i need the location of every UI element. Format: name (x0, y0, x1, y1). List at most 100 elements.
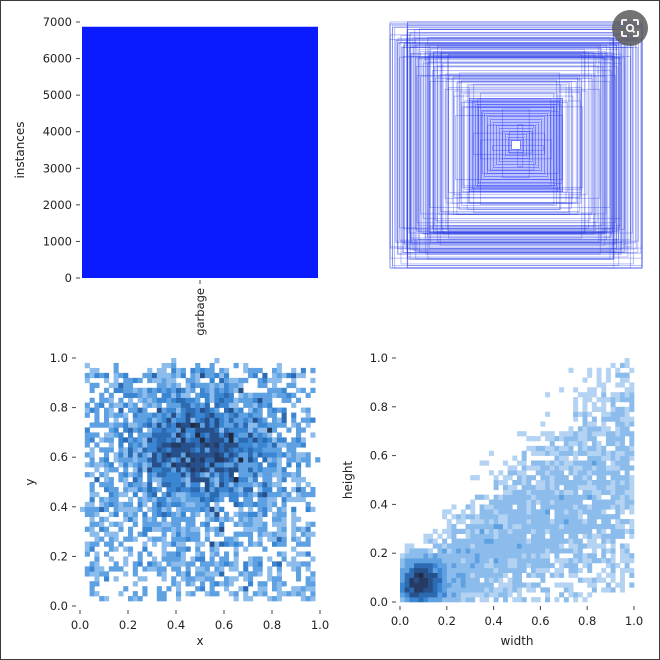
hist-cell (267, 477, 273, 483)
hist-cell (291, 556, 297, 562)
hist-cell (161, 566, 167, 572)
hist-cell (470, 533, 476, 539)
hist-cell (549, 519, 555, 525)
hist-cell (166, 511, 172, 518)
hist-cell (272, 392, 278, 398)
hist-cell (108, 467, 114, 473)
hist-cell (104, 447, 110, 453)
hist-cell (615, 382, 621, 388)
hist-cell (243, 362, 249, 369)
bbox-rect (403, 42, 626, 246)
hist-cell (123, 452, 129, 458)
hist-cell (409, 597, 415, 603)
hist-cell (577, 553, 583, 559)
hist-cell (460, 582, 466, 588)
hist-cell (286, 447, 292, 453)
hist-cell (171, 521, 177, 527)
hist-cell (190, 506, 196, 513)
hist-cell (629, 582, 635, 588)
bbox-rect (407, 32, 614, 260)
hist-cell (204, 571, 210, 577)
hist-cell (629, 509, 635, 515)
hist-cell (108, 511, 114, 518)
hist-cell (113, 506, 119, 513)
hist-cell (137, 427, 143, 433)
hist-cell (286, 472, 292, 478)
hist-cell (624, 362, 630, 369)
hist-cell (176, 372, 182, 379)
hist-cell (228, 432, 234, 438)
hist-cell (629, 475, 635, 481)
hist-cell (272, 437, 278, 443)
hist-cell (573, 460, 579, 466)
hist-cell (233, 591, 239, 597)
hist-cell (300, 531, 306, 537)
hist-cell (176, 412, 182, 418)
hist-cell (624, 519, 630, 525)
bar-garbage (82, 26, 318, 278)
hist-cell (446, 597, 452, 603)
hist-cell (428, 562, 434, 569)
hist-cell (209, 412, 215, 418)
hist-cell (629, 436, 635, 442)
hist-cell (610, 543, 616, 549)
hist-cell (104, 417, 110, 423)
hist-cell (257, 556, 263, 562)
hist-cell (554, 445, 560, 452)
hist-cell (605, 426, 611, 432)
hist-cell (601, 421, 607, 427)
hist-cell (176, 566, 182, 572)
hist-cell (596, 372, 602, 378)
hist-cell (123, 561, 129, 567)
hist-cell (171, 367, 177, 374)
hist-cell (200, 556, 206, 562)
hist-cell (545, 553, 551, 559)
hist-cell (582, 597, 588, 603)
hist-cell (605, 519, 611, 525)
hist-cell (502, 519, 508, 525)
hist-cell (423, 558, 429, 564)
hist-cell (300, 437, 306, 443)
google-lens-icon[interactable] (612, 10, 648, 46)
hist-cell (156, 437, 162, 443)
hist-cell (404, 597, 410, 603)
hist-cell (272, 462, 278, 468)
hist-cell (281, 422, 287, 428)
hist-cell (291, 526, 297, 532)
hist-cell (94, 566, 100, 572)
hist-cell (484, 494, 490, 500)
hist-cell (142, 407, 148, 413)
hist-cell (224, 467, 230, 473)
hist-cell (281, 417, 287, 423)
hist-cell (195, 496, 201, 503)
hist-cell (559, 475, 565, 481)
hist-cell (591, 499, 597, 505)
hist-cell (267, 486, 273, 493)
hist-cell (568, 514, 574, 520)
hist-cell (507, 553, 513, 559)
hist-cell (233, 382, 239, 389)
hist-cell (104, 516, 110, 522)
hist-cell (166, 521, 172, 527)
hist-cell (601, 489, 607, 495)
hist-cell (296, 452, 302, 458)
hist-cell (214, 462, 220, 468)
hist-cell (619, 392, 625, 398)
hist-cell (619, 377, 625, 383)
hist-cell (238, 491, 244, 498)
hist-cell (257, 521, 263, 527)
hist-cell (568, 558, 574, 564)
hist-cell (549, 538, 555, 544)
hist-cell (526, 558, 532, 564)
hist-cell (498, 582, 504, 588)
hist-cell (209, 437, 215, 443)
hist-cell (180, 462, 186, 468)
hist-cell (123, 392, 129, 398)
hist-cell (526, 519, 532, 525)
hist-cell (228, 591, 234, 597)
hist-cell (195, 362, 201, 369)
hist-cell (310, 387, 316, 394)
hist-cell (573, 494, 579, 500)
hist-cell (577, 460, 583, 466)
hist-cell (147, 447, 153, 453)
